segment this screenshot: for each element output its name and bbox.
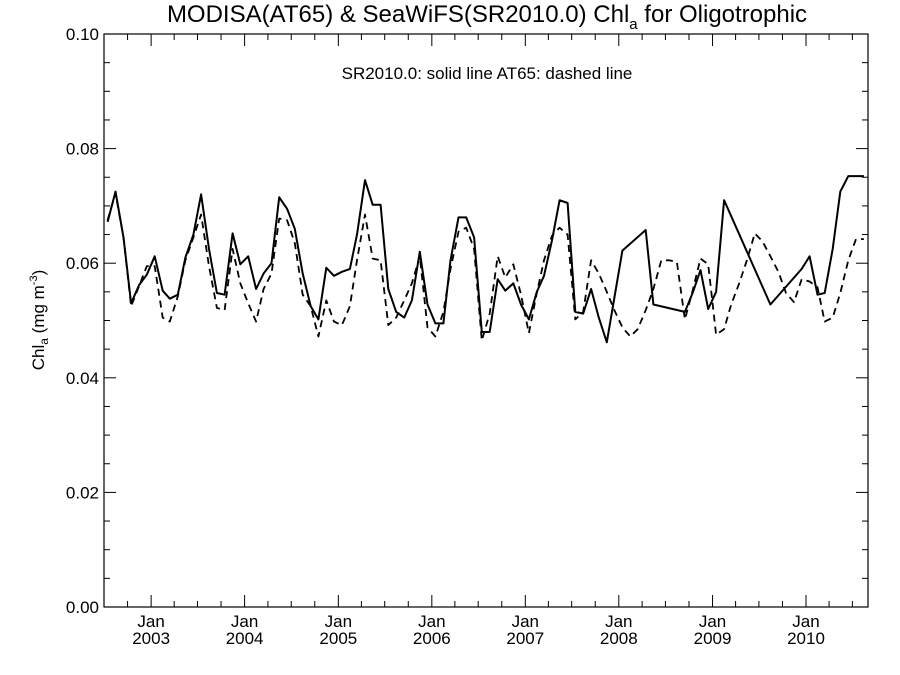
x-tick-month-label: Jan (325, 612, 352, 631)
x-tick-month-label: Jan (699, 612, 726, 631)
x-tick-month-label: Jan (418, 612, 445, 631)
y-tick-label: 0.06 (66, 254, 99, 273)
x-tick-month-label: Jan (792, 612, 819, 631)
x-tick-year-label: 2004 (226, 629, 264, 648)
x-tick-month-label: Jan (605, 612, 632, 631)
y-tick-label: 0.08 (66, 140, 99, 159)
y-tick-label: 0.02 (66, 483, 99, 502)
x-tick-month-label: Jan (137, 612, 164, 631)
x-tick-month-label: Jan (231, 612, 258, 631)
x-axis-ticks: Jan2003Jan2004Jan2005Jan2006Jan2007Jan20… (103, 34, 853, 648)
plot-area-frame (103, 33, 869, 608)
series-lines (106, 175, 864, 344)
series-line-solid (106, 175, 864, 344)
y-axis-label: Chla (mg m-3) (28, 270, 51, 371)
x-tick-year-label: 2005 (319, 629, 357, 648)
y-tick-label: 0.00 (66, 598, 99, 617)
x-tick-year-label: 2009 (694, 629, 732, 648)
chart-title: MODISA(AT65) & SeaWiFS(SR2010.0) Chla fo… (167, 1, 807, 33)
x-tick-year-label: 2010 (787, 629, 825, 648)
x-tick-year-label: 2003 (132, 629, 170, 648)
y-axis-ticks: 0.00 0.02 0.04 0.06 0.08 0.10 (66, 25, 868, 617)
line-style-annotation: SR2010.0: solid line AT65: dashed line (342, 64, 633, 83)
x-tick-year-label: 2008 (600, 629, 638, 648)
y-tick-label: 0.10 (66, 25, 99, 44)
x-tick-year-label: 2007 (506, 629, 544, 648)
series-line-dashed (106, 192, 864, 342)
x-tick-year-label: 2006 (413, 629, 451, 648)
y-tick-label: 0.04 (66, 369, 99, 388)
x-tick-month-label: Jan (512, 612, 539, 631)
